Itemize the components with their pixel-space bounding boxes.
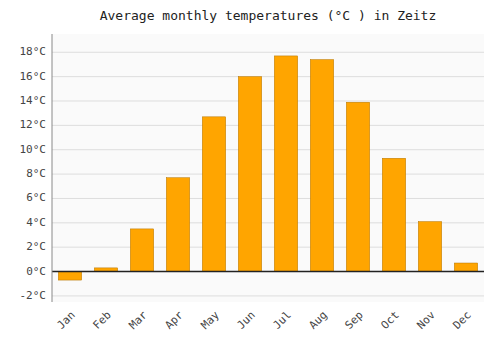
x-tick-label: Feb xyxy=(91,309,114,332)
chart: -2°C 0°C 2°C 4°C 6°C 8°C 10°C 12°C 14°C 16°C 18°C J… xyxy=(0,0,500,350)
x-tick-label: Jul xyxy=(271,309,294,332)
y-tick-label: 10°C xyxy=(20,143,47,156)
grid xyxy=(52,52,484,296)
grid-line xyxy=(52,149,484,150)
bar xyxy=(202,117,225,272)
title: Average monthly temperatures (°C ) in Ze… xyxy=(100,8,437,23)
bar xyxy=(238,77,261,272)
grid-line xyxy=(52,52,484,53)
x-tick-label: Apr xyxy=(163,308,187,332)
x-tick-label: Jan xyxy=(55,309,78,332)
y-tick-label: 2°C xyxy=(26,240,46,253)
plot-area xyxy=(52,34,484,302)
x-tick-label: Mar xyxy=(127,308,151,332)
y-tick-label: 4°C xyxy=(26,216,46,229)
grid-line xyxy=(52,295,484,296)
x-tick-label: Sep xyxy=(343,309,366,332)
bar xyxy=(130,229,153,272)
bar xyxy=(346,102,369,271)
x-tick-label: Nov xyxy=(415,308,439,332)
y-tick-label: 18°C xyxy=(20,45,47,58)
bars xyxy=(58,56,477,280)
y-tick-label: 8°C xyxy=(26,167,46,180)
grid-line xyxy=(52,271,484,272)
bar xyxy=(274,56,297,272)
y-tick-label: 12°C xyxy=(20,118,47,131)
bar xyxy=(58,272,81,281)
grid-line xyxy=(52,198,484,199)
y-tick-label: 16°C xyxy=(20,70,47,83)
x-tick-label: Oct xyxy=(379,309,402,332)
y-ticks: -2°C 0°C 2°C 4°C 6°C 8°C 10°C 12°C 14°C 16°C 18°C xyxy=(20,45,47,302)
x-tick-label: Dec xyxy=(451,309,474,332)
x-tick-label: Jun xyxy=(235,309,258,332)
grid-line xyxy=(52,174,484,175)
x-tick-label: Aug xyxy=(307,309,330,332)
y-tick-label: 14°C xyxy=(20,94,47,107)
bar xyxy=(310,60,333,272)
bar xyxy=(454,263,477,272)
x-tick-label: May xyxy=(199,308,223,332)
y-tick-label: 0°C xyxy=(26,265,46,278)
bar xyxy=(166,178,189,272)
y-tick-label: -2°C xyxy=(20,289,47,302)
y-tick-label: 6°C xyxy=(26,191,46,204)
grid-line xyxy=(52,76,484,77)
y-axis-line xyxy=(52,34,53,302)
grid-line xyxy=(52,101,484,102)
zero-line xyxy=(52,271,484,273)
grid-line xyxy=(52,125,484,126)
bar xyxy=(418,222,441,272)
bar xyxy=(382,158,405,271)
x-ticks: Jan Feb Mar Apr May Jun Jul Aug Sep Oct Nov Dec xyxy=(55,308,474,332)
